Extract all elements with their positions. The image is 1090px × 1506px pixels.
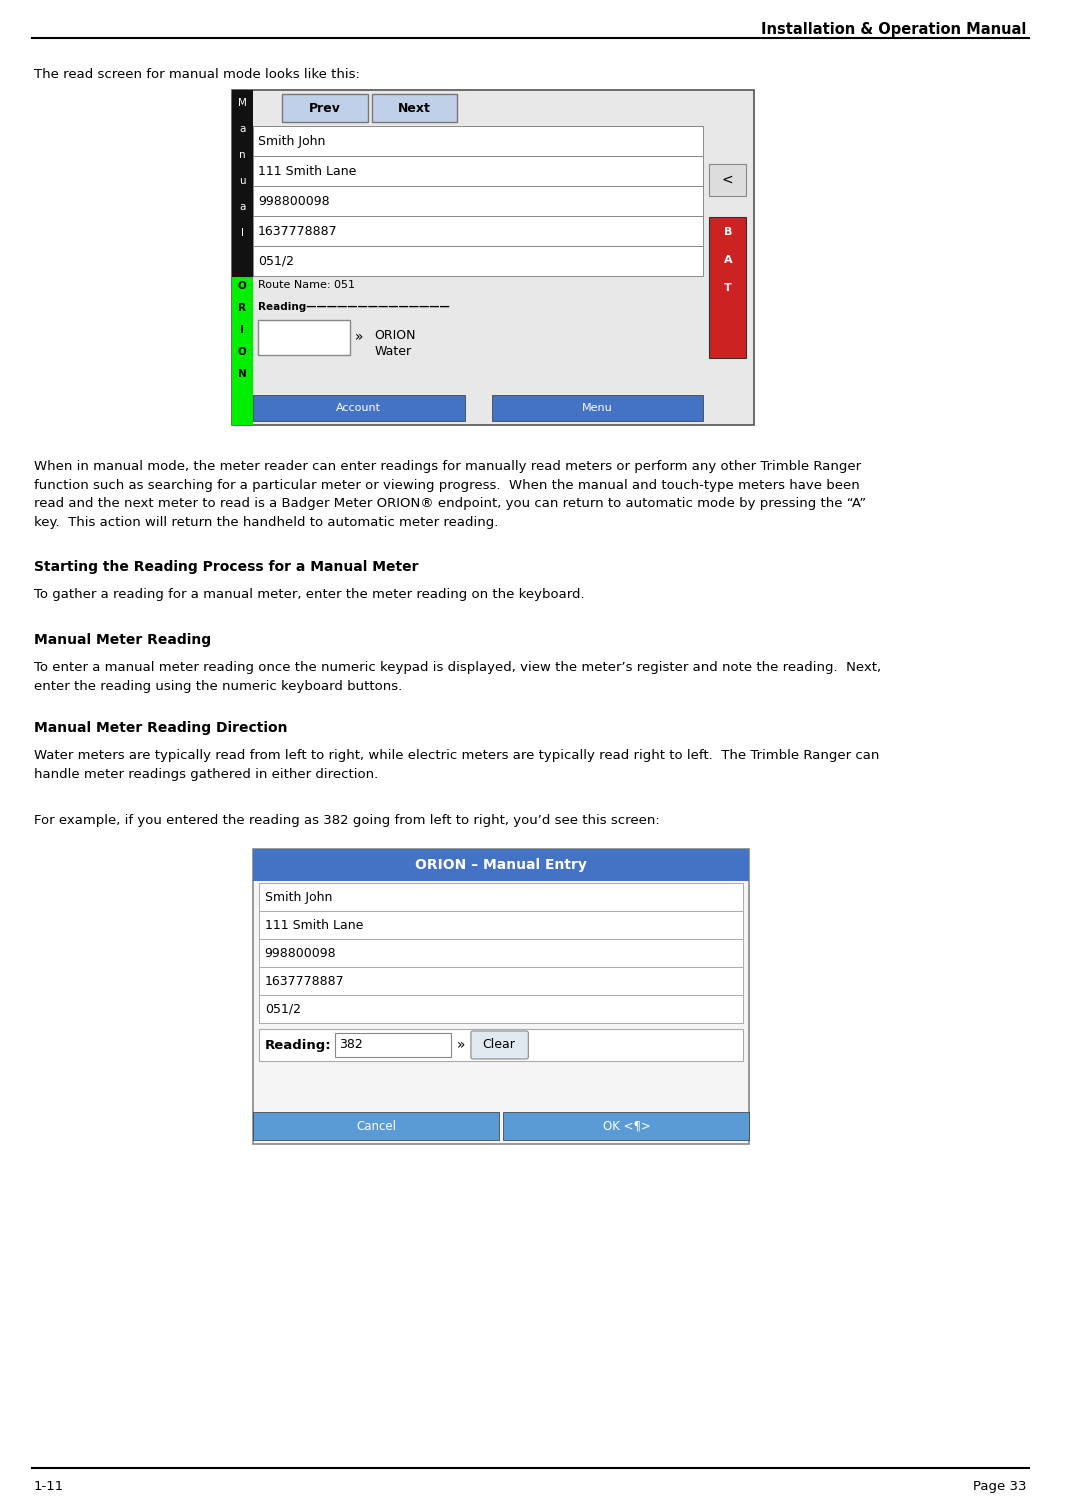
Bar bbox=[253, 245, 703, 276]
Text: <: < bbox=[722, 173, 734, 187]
Text: 998800098: 998800098 bbox=[258, 194, 329, 208]
Bar bbox=[282, 93, 367, 122]
Text: Cancel: Cancel bbox=[356, 1119, 397, 1133]
Bar bbox=[253, 215, 703, 245]
Text: O: O bbox=[238, 346, 246, 357]
Bar bbox=[258, 967, 743, 995]
Text: a: a bbox=[239, 202, 245, 212]
Text: T: T bbox=[724, 283, 731, 294]
Bar bbox=[231, 90, 754, 425]
Text: 1637778887: 1637778887 bbox=[258, 224, 338, 238]
Bar bbox=[258, 1029, 743, 1062]
Text: N: N bbox=[238, 369, 246, 380]
Text: When in manual mode, the meter reader can enter readings for manually read meter: When in manual mode, the meter reader ca… bbox=[34, 459, 867, 529]
Bar bbox=[258, 911, 743, 940]
Text: Page 33: Page 33 bbox=[973, 1480, 1027, 1492]
Text: 111 Smith Lane: 111 Smith Lane bbox=[258, 164, 356, 178]
Text: To gather a reading for a manual meter, enter the meter reading on the keyboard.: To gather a reading for a manual meter, … bbox=[34, 587, 584, 601]
Text: Manual Meter Reading Direction: Manual Meter Reading Direction bbox=[34, 721, 288, 735]
Text: A: A bbox=[724, 256, 732, 265]
Text: 998800098: 998800098 bbox=[265, 946, 336, 959]
Text: To enter a manual meter reading once the numeric keypad is displayed, view the m: To enter a manual meter reading once the… bbox=[34, 661, 881, 693]
FancyBboxPatch shape bbox=[471, 1032, 529, 1059]
Bar bbox=[253, 849, 749, 881]
Bar bbox=[253, 849, 749, 1145]
Text: u: u bbox=[239, 176, 245, 187]
Text: n: n bbox=[239, 151, 245, 160]
Bar bbox=[492, 395, 703, 422]
Text: Starting the Reading Process for a Manual Meter: Starting the Reading Process for a Manua… bbox=[34, 560, 419, 574]
Bar bbox=[231, 90, 253, 277]
Bar bbox=[231, 277, 253, 425]
Text: Clear: Clear bbox=[483, 1039, 516, 1051]
Text: Water: Water bbox=[375, 345, 412, 358]
Bar bbox=[253, 1111, 499, 1140]
Text: Smith John: Smith John bbox=[258, 134, 325, 148]
Text: Reading:: Reading: bbox=[265, 1039, 331, 1051]
Text: Manual Meter Reading: Manual Meter Reading bbox=[34, 633, 211, 648]
Text: 111 Smith Lane: 111 Smith Lane bbox=[265, 919, 363, 932]
Text: Menu: Menu bbox=[582, 404, 613, 413]
Bar bbox=[253, 127, 703, 157]
Text: Next: Next bbox=[398, 101, 431, 114]
Text: 382: 382 bbox=[340, 1039, 363, 1051]
Bar bbox=[253, 187, 703, 215]
Text: Route Name: 051: Route Name: 051 bbox=[258, 280, 355, 291]
Text: Prev: Prev bbox=[310, 101, 341, 114]
Text: »: » bbox=[457, 1038, 464, 1053]
Text: O: O bbox=[238, 282, 246, 291]
Bar bbox=[502, 1111, 749, 1140]
Bar bbox=[258, 995, 743, 1023]
Text: 1637778887: 1637778887 bbox=[265, 974, 344, 988]
Text: 051/2: 051/2 bbox=[265, 1003, 301, 1015]
Text: Account: Account bbox=[337, 404, 382, 413]
Bar bbox=[258, 319, 350, 355]
Text: a: a bbox=[239, 123, 245, 134]
Text: M: M bbox=[238, 98, 246, 108]
Bar bbox=[335, 1033, 451, 1057]
Text: Installation & Operation Manual: Installation & Operation Manual bbox=[761, 23, 1027, 38]
Bar bbox=[372, 93, 458, 122]
Text: I: I bbox=[240, 325, 244, 334]
Bar bbox=[253, 157, 703, 187]
Bar bbox=[258, 883, 743, 911]
Text: 051/2: 051/2 bbox=[258, 255, 294, 268]
Text: l: l bbox=[241, 227, 244, 238]
Text: For example, if you entered the reading as 382 going from left to right, you’d s: For example, if you entered the reading … bbox=[34, 815, 659, 827]
Text: »: » bbox=[355, 330, 364, 343]
Bar bbox=[710, 164, 747, 196]
Text: The read screen for manual mode looks like this:: The read screen for manual mode looks li… bbox=[34, 68, 360, 81]
Bar bbox=[253, 395, 464, 422]
Text: Water meters are typically read from left to right, while electric meters are ty: Water meters are typically read from lef… bbox=[34, 748, 880, 780]
Bar bbox=[258, 940, 743, 967]
Text: B: B bbox=[724, 227, 732, 238]
Bar bbox=[710, 217, 747, 358]
Text: Smith John: Smith John bbox=[265, 890, 332, 904]
Text: Reading——————————————: Reading—————————————— bbox=[258, 303, 449, 312]
Text: R: R bbox=[239, 303, 246, 313]
Text: ORION – Manual Entry: ORION – Manual Entry bbox=[415, 858, 588, 872]
Text: OK <¶>: OK <¶> bbox=[603, 1119, 651, 1133]
Text: 1-11: 1-11 bbox=[34, 1480, 64, 1492]
Text: ORION: ORION bbox=[375, 328, 416, 342]
